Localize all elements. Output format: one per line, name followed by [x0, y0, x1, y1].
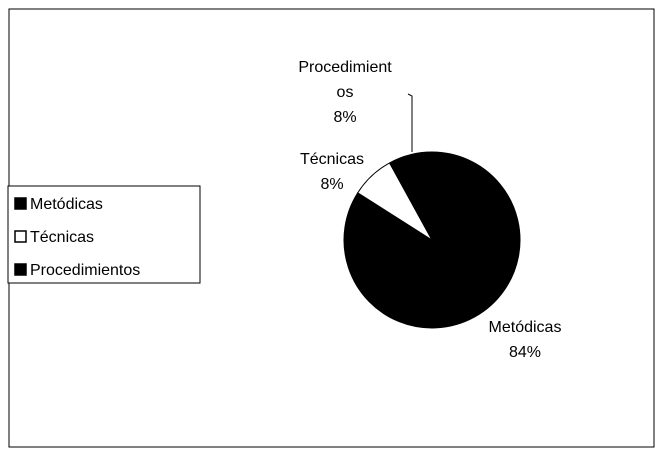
legend-box [7, 185, 201, 284]
slice-category-label: Procedimient os [298, 59, 392, 101]
label-line: os [337, 84, 354, 101]
slice-category-label: Metódicas [489, 319, 562, 336]
legend-label: Metódicas [30, 196, 103, 213]
slice-category-label: Técnicas [300, 151, 364, 168]
slice-value-label: 8% [333, 109, 356, 126]
leader-line [407, 93, 413, 152]
legend-swatch [14, 197, 27, 210]
label-line: Procedimient [298, 59, 392, 76]
slice-value-label: 8% [320, 176, 343, 193]
slice-value-label: 84% [509, 344, 541, 361]
legend-swatch [14, 230, 27, 243]
legend-label: Procedimientos [30, 262, 140, 279]
pie-slice [388, 151, 433, 241]
legend-label: Técnicas [30, 229, 94, 246]
legend-swatch [14, 263, 27, 276]
